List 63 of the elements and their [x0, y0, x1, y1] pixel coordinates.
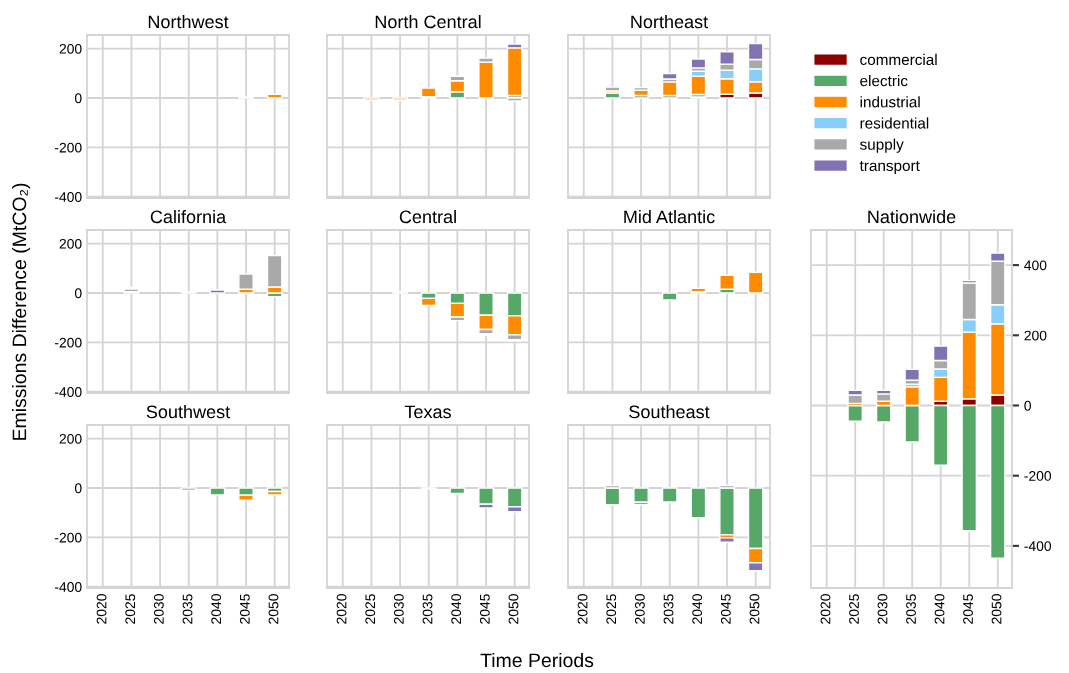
y-tick-label: -400	[54, 582, 82, 592]
x-tick-label: 2020	[96, 594, 107, 624]
y-tick-label: -200	[54, 337, 82, 348]
x-tick-label: 2040	[934, 594, 945, 624]
x-tick-label: 2020	[577, 594, 588, 624]
legend-label: industrial	[860, 96, 920, 108]
chart-title: Mid Atlantic	[624, 209, 715, 224]
chart-title: Northwest	[148, 14, 229, 29]
x-tick-label: 2025	[125, 594, 136, 624]
y-tick-label: -400	[54, 387, 82, 397]
x-tick-label: 2035	[906, 594, 916, 624]
y-tick-label: -400	[54, 192, 82, 202]
y-tick-label: -400	[1024, 541, 1052, 552]
legend-label: supply	[860, 138, 904, 153]
chart-title: North Central	[375, 14, 481, 29]
x-axis-title: Time Periods	[480, 652, 594, 668]
y-tick-label: 0	[74, 93, 82, 104]
x-tick-label: 2030	[393, 594, 404, 624]
y-tick-label: -200	[1024, 471, 1052, 481]
y-tick-label: -200	[54, 142, 82, 153]
x-tick-label: 2025	[849, 594, 859, 624]
chart-title: Nationwide	[868, 209, 956, 224]
x-tick-label: 2045	[239, 594, 250, 624]
x-tick-label: 2040	[451, 594, 462, 624]
chart-title: Southeast	[629, 404, 710, 419]
x-tick-label: 2045	[720, 594, 731, 624]
y-tick-label: 200	[1024, 330, 1047, 341]
x-tick-label: 2020	[820, 594, 831, 624]
x-tick-label: 2030	[634, 594, 645, 624]
x-tick-label: 2050	[268, 594, 279, 624]
x-tick-label: 2040	[211, 594, 222, 624]
x-tick-label: 2020	[336, 594, 347, 624]
chart-title: Northeast	[631, 14, 709, 29]
x-tick-label: 2050	[508, 594, 519, 624]
y-axis-title: Emissions Difference (MtCO₂)	[12, 183, 31, 440]
x-tick-label: 2035	[422, 594, 433, 624]
x-tick-label: 2030	[877, 594, 888, 624]
chart-title: Central	[399, 209, 456, 224]
legend-label: electric	[860, 75, 908, 87]
x-tick-label: 2035	[182, 594, 193, 624]
x-tick-label: 2030	[153, 594, 164, 624]
y-tick-label: 200	[59, 238, 82, 249]
x-tick-label: 2025	[606, 594, 617, 624]
legend-label: commercial	[860, 53, 937, 66]
x-tick-label: 2050	[991, 594, 1002, 624]
y-tick-label: 400	[1024, 260, 1047, 271]
y-tick-label: 0	[74, 483, 82, 494]
y-tick-label: 200	[59, 433, 82, 444]
x-tick-label: 2035	[663, 594, 674, 624]
x-tick-label: 2040	[692, 594, 703, 624]
chart-title: California	[150, 209, 227, 224]
x-tick-label: 2025	[365, 594, 376, 624]
legend-label: transport	[859, 161, 920, 175]
y-tick-label: 200	[59, 43, 82, 54]
x-tick-label: 2045	[963, 594, 973, 624]
y-tick-label: 0	[1024, 400, 1031, 411]
chart-title: Southwest	[146, 404, 231, 419]
y-tick-label: 0	[74, 288, 82, 299]
chart-title: Texas	[404, 405, 451, 419]
legend-label: residential	[860, 117, 929, 129]
x-tick-label: 2050	[749, 594, 760, 624]
x-tick-label: 2045	[479, 594, 490, 624]
y-tick-label: -200	[54, 532, 82, 543]
